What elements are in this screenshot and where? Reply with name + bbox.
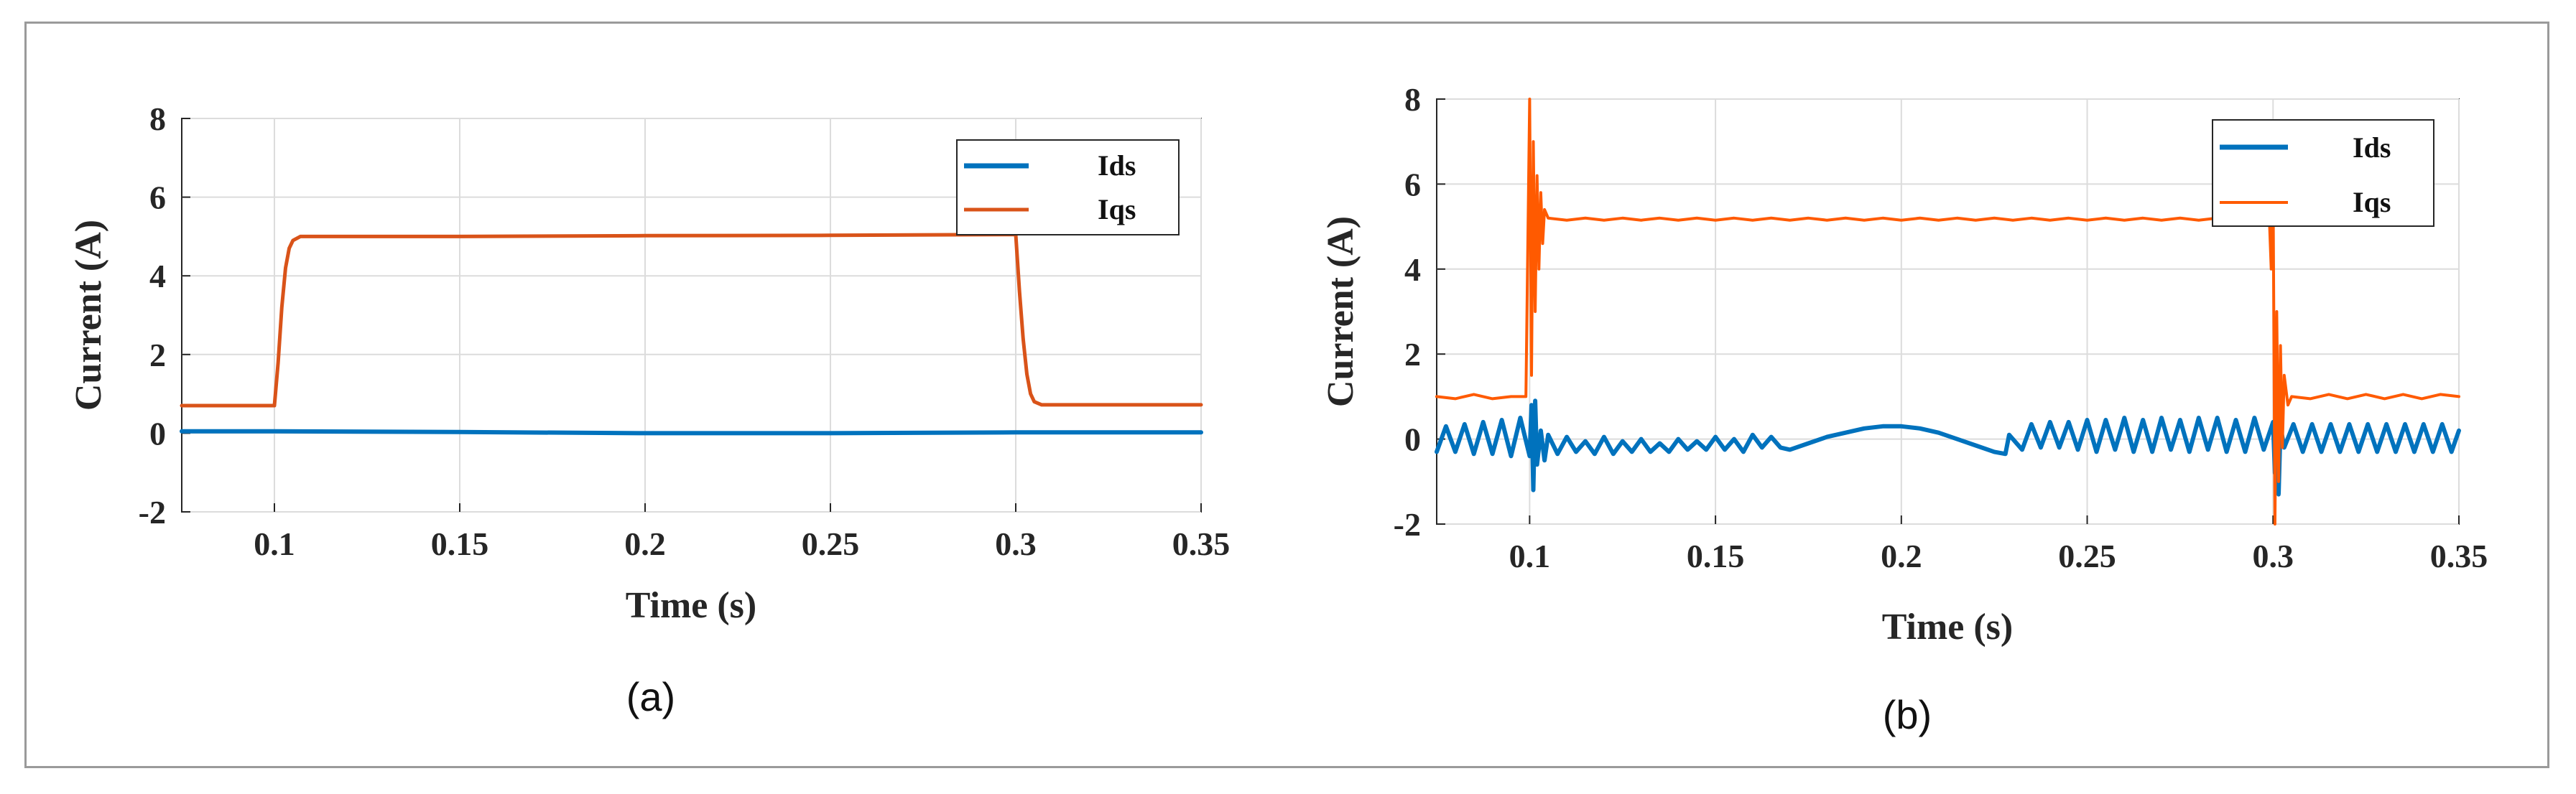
- y-axis-label-b: Current (A): [1320, 216, 1361, 407]
- x-tick-label: 0.2: [1881, 538, 1922, 574]
- panel-b: 0.1 0.15 0.2 0.25 0.3 0.35 -2 0 2 4 6 8 Time (s) Cu…: [1320, 81, 2488, 737]
- legend-b: Ids Iqs: [2212, 119, 2434, 227]
- series-lines-a: [180, 233, 1203, 436]
- series-line-iqs: [1435, 98, 2460, 526]
- ticks-a: 0.1 0.15 0.2 0.25 0.3 0.35 -2 0 2 4 6 8: [139, 101, 1231, 562]
- x-tick-label: 0.35: [1172, 526, 1231, 562]
- x-tick-label: 0.35: [2430, 538, 2488, 574]
- series-lines-b: [1435, 98, 2461, 526]
- x-tick-label: 0.15: [431, 526, 489, 562]
- legend-label-ids-a: Ids: [1098, 149, 1136, 182]
- x-axis-label-b: Time (s): [1882, 607, 2013, 648]
- series-line-ids: [1435, 398, 2461, 497]
- y-tick-label: 0: [149, 415, 166, 452]
- x-tick-label: 0.15: [1687, 538, 1745, 574]
- y-tick-label: 4: [1404, 251, 1421, 288]
- legend-label-ids-b: Ids: [2353, 131, 2391, 164]
- x-tick-label: 0.25: [2058, 538, 2116, 574]
- x-tick-label: 0.25: [802, 526, 860, 562]
- y-tick-label: -2: [139, 494, 166, 531]
- legend-label-iqs-b: Iqs: [2353, 186, 2391, 218]
- y-tick-label: 2: [1404, 336, 1421, 373]
- y-axis-label-a: Current (A): [68, 220, 109, 411]
- x-tick-label: 0.2: [624, 526, 666, 562]
- series-line-iqs: [180, 233, 1203, 408]
- x-tick-label: 0.1: [1509, 538, 1551, 574]
- x-tick-label: 0.3: [995, 526, 1037, 562]
- ticks-b: 0.1 0.15 0.2 0.25 0.3 0.35 -2 0 2 4 6 8: [1394, 81, 2488, 574]
- x-tick-label: 0.1: [254, 526, 295, 562]
- legend-box-a: [956, 139, 1180, 235]
- legend-box-b: [2212, 119, 2434, 227]
- y-tick-label: 8: [1404, 81, 1421, 118]
- x-axis-label-a: Time (s): [626, 585, 756, 626]
- y-tick-label: 8: [149, 101, 166, 137]
- panel-a: 0.1 0.15 0.2 0.25 0.3 0.35 -2 0 2 4 6 8 Time (s) Cu…: [68, 101, 1230, 719]
- x-tick-label: 0.3: [2253, 538, 2294, 574]
- y-tick-label: 2: [149, 337, 166, 373]
- legend-a: Ids Iqs: [956, 139, 1180, 235]
- panel-label-b: (b): [1883, 692, 1932, 737]
- y-tick-label: 0: [1404, 421, 1421, 458]
- y-tick-label: 4: [149, 258, 166, 294]
- y-tick-label: -2: [1394, 506, 1421, 543]
- series-line-ids: [180, 429, 1203, 436]
- y-tick-label: 6: [1404, 166, 1421, 202]
- panel-label-a: (a): [626, 674, 675, 719]
- legend-label-iqs-a: Iqs: [1098, 193, 1136, 225]
- y-tick-label: 6: [149, 179, 166, 216]
